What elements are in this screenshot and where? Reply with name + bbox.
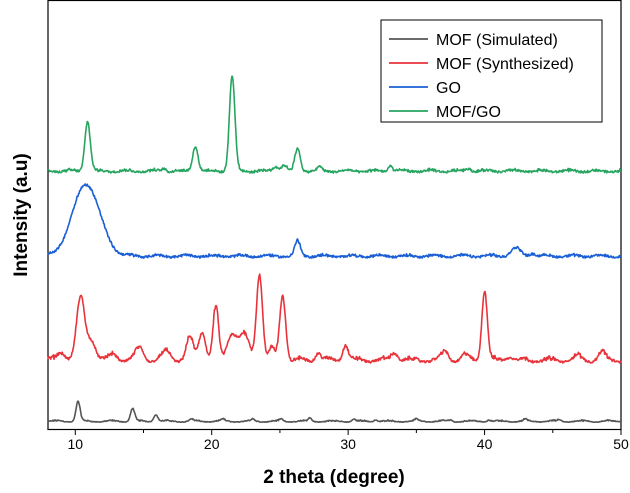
series-line-mof-synthesized	[47, 273, 622, 364]
y-axis-title: Intensity (a.u)	[11, 153, 32, 277]
x-axis-title: 2 theta (degree)	[263, 467, 404, 488]
legend-label: MOF (Simulated)	[436, 32, 558, 49]
plot-frame	[47, 0, 622, 431]
x-tick-label: 30	[340, 436, 356, 452]
x-axis-ticks: 10 20 30 40 50	[67, 430, 629, 452]
x-tick-label: 20	[204, 436, 220, 452]
x-tick-label: 10	[67, 436, 83, 452]
series-line-go	[47, 183, 622, 259]
series-group	[47, 75, 622, 424]
legend: MOF (Simulated) MOF (Synthesized) GO MOF/GO	[380, 19, 603, 123]
series-line-mof-simulated	[47, 400, 622, 424]
legend-box	[380, 19, 603, 123]
legend-label: MOF (Synthesized)	[436, 56, 574, 73]
legend-label: MOF/GO	[436, 104, 501, 121]
x-tick-label: 40	[477, 436, 493, 452]
legend-label: GO	[436, 80, 461, 97]
series-line-mof-go	[47, 75, 622, 174]
x-tick-label: 50	[613, 436, 629, 452]
